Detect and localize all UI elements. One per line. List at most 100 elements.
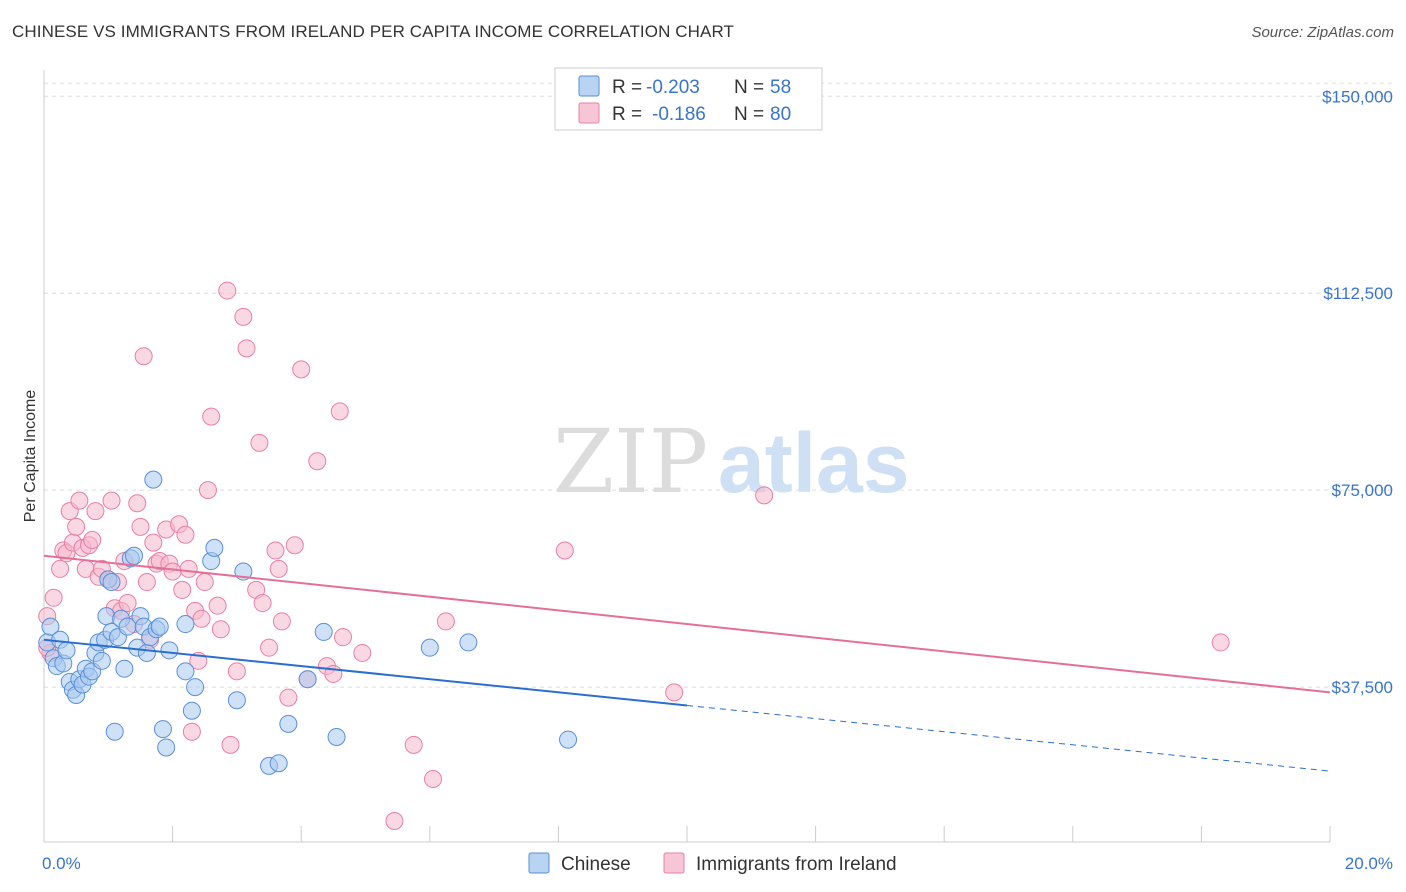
data-point bbox=[314, 622, 333, 641]
y-tick-label: $112,500 bbox=[1323, 284, 1393, 303]
data-point bbox=[755, 486, 774, 505]
correlation-legend: R = -0.203 N = 58 R = -0.186 N = 80 bbox=[554, 67, 823, 131]
data-point bbox=[195, 573, 214, 592]
data-point bbox=[227, 662, 246, 681]
data-point bbox=[436, 612, 455, 631]
data-point bbox=[333, 628, 352, 647]
data-point bbox=[176, 525, 195, 544]
legend-r-label-ireland: R = bbox=[612, 104, 642, 125]
data-point bbox=[182, 722, 201, 741]
data-point bbox=[279, 688, 298, 707]
data-point bbox=[269, 754, 288, 773]
legend-n-value-chinese: 58 bbox=[770, 77, 791, 98]
legend-n-label-ireland: N = bbox=[734, 104, 764, 125]
y-tick-label: $75,000 bbox=[1332, 481, 1393, 500]
data-point bbox=[97, 607, 116, 626]
data-point bbox=[266, 541, 285, 560]
bottom-legend-swatch-ireland bbox=[663, 852, 685, 874]
legend-r-label-chinese: R = bbox=[612, 77, 642, 98]
data-point bbox=[176, 662, 195, 681]
data-point bbox=[237, 339, 256, 358]
data-point bbox=[137, 573, 156, 592]
data-point bbox=[1211, 633, 1230, 652]
chart-source: Source: ZipAtlas.com bbox=[1251, 24, 1394, 41]
data-point bbox=[559, 730, 578, 749]
data-point bbox=[131, 517, 150, 536]
data-point bbox=[269, 559, 288, 578]
x-tick-labels: 0.0% 20.0% bbox=[42, 854, 1393, 873]
data-point bbox=[105, 722, 124, 741]
data-point bbox=[125, 546, 144, 565]
x-tick-label-max: 20.0% bbox=[1345, 854, 1393, 873]
data-point bbox=[134, 347, 153, 366]
data-point bbox=[41, 617, 60, 636]
data-point bbox=[260, 638, 279, 657]
data-point bbox=[115, 659, 134, 678]
legend-n-value-ireland: 80 bbox=[770, 104, 791, 125]
data-point bbox=[51, 559, 70, 578]
x-tick-label-min: 0.0% bbox=[42, 854, 81, 873]
watermark: ZIP atlas bbox=[553, 410, 909, 513]
trend-line-chinese-extension bbox=[686, 704, 1331, 772]
data-point bbox=[327, 727, 346, 746]
axes bbox=[43, 70, 1331, 843]
data-point bbox=[218, 281, 237, 300]
data-point bbox=[67, 517, 86, 536]
data-point bbox=[404, 735, 423, 754]
data-point bbox=[227, 691, 246, 710]
data-point bbox=[208, 596, 227, 615]
data-point bbox=[176, 615, 195, 634]
data-point bbox=[92, 651, 111, 670]
data-point bbox=[44, 588, 63, 607]
data-point bbox=[153, 720, 172, 739]
bottom-legend-swatch-chinese bbox=[528, 852, 550, 874]
data-point bbox=[160, 641, 179, 660]
data-point bbox=[179, 559, 198, 578]
bottom-legend-label-ireland: Immigrants from Ireland bbox=[696, 854, 897, 875]
y-axis-title: Per Capita Income bbox=[22, 390, 39, 523]
data-point bbox=[285, 536, 304, 555]
data-point bbox=[555, 541, 574, 560]
data-point bbox=[308, 452, 327, 471]
watermark-atlas: atlas bbox=[718, 416, 909, 510]
data-point bbox=[385, 811, 404, 830]
data-point bbox=[459, 633, 478, 652]
data-point bbox=[182, 701, 201, 720]
gridlines bbox=[44, 82, 1395, 688]
y-tick-label: $37,500 bbox=[1332, 678, 1393, 697]
data-point bbox=[102, 491, 121, 510]
trend-lines bbox=[43, 554, 1331, 772]
data-point bbox=[272, 612, 291, 631]
legend-r-value-chinese: -0.203 bbox=[646, 77, 700, 98]
data-point bbox=[198, 481, 217, 500]
data-point bbox=[186, 678, 205, 697]
watermark-zip: ZIP bbox=[553, 410, 708, 513]
data-point bbox=[86, 502, 105, 521]
data-point bbox=[144, 533, 163, 552]
data-point bbox=[298, 670, 317, 689]
chart-title: CHINESE VS IMMIGRANTS FROM IRELAND PER C… bbox=[12, 22, 735, 41]
legend-swatch-chinese bbox=[578, 75, 600, 97]
data-point bbox=[420, 638, 439, 657]
data-point bbox=[163, 562, 182, 581]
data-point bbox=[83, 531, 102, 550]
data-point bbox=[279, 714, 298, 733]
trend-line-ireland bbox=[43, 554, 1331, 694]
data-point bbox=[118, 594, 137, 613]
data-point bbox=[250, 433, 269, 452]
data-point bbox=[157, 738, 176, 757]
data-point bbox=[57, 641, 76, 660]
y-tick-label: $150,000 bbox=[1322, 87, 1393, 106]
data-point bbox=[128, 494, 147, 513]
data-point bbox=[221, 735, 240, 754]
y-tick-labels: $37,500 $75,000 $112,500 $150,000 bbox=[1322, 87, 1393, 697]
legend-n-label-chinese: N = bbox=[734, 77, 764, 98]
data-point bbox=[150, 617, 169, 636]
data-point bbox=[144, 470, 163, 489]
data-point bbox=[330, 402, 349, 421]
legend-r-value-ireland: -0.186 bbox=[652, 104, 706, 125]
data-point bbox=[424, 769, 443, 788]
data-point bbox=[253, 594, 272, 613]
data-point bbox=[211, 620, 230, 639]
legend-swatch-ireland bbox=[578, 102, 600, 124]
